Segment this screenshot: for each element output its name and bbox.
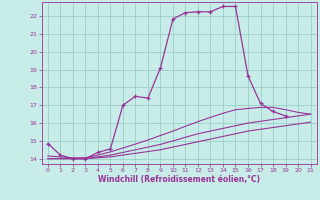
X-axis label: Windchill (Refroidissement éolien,°C): Windchill (Refroidissement éolien,°C) — [98, 175, 260, 184]
